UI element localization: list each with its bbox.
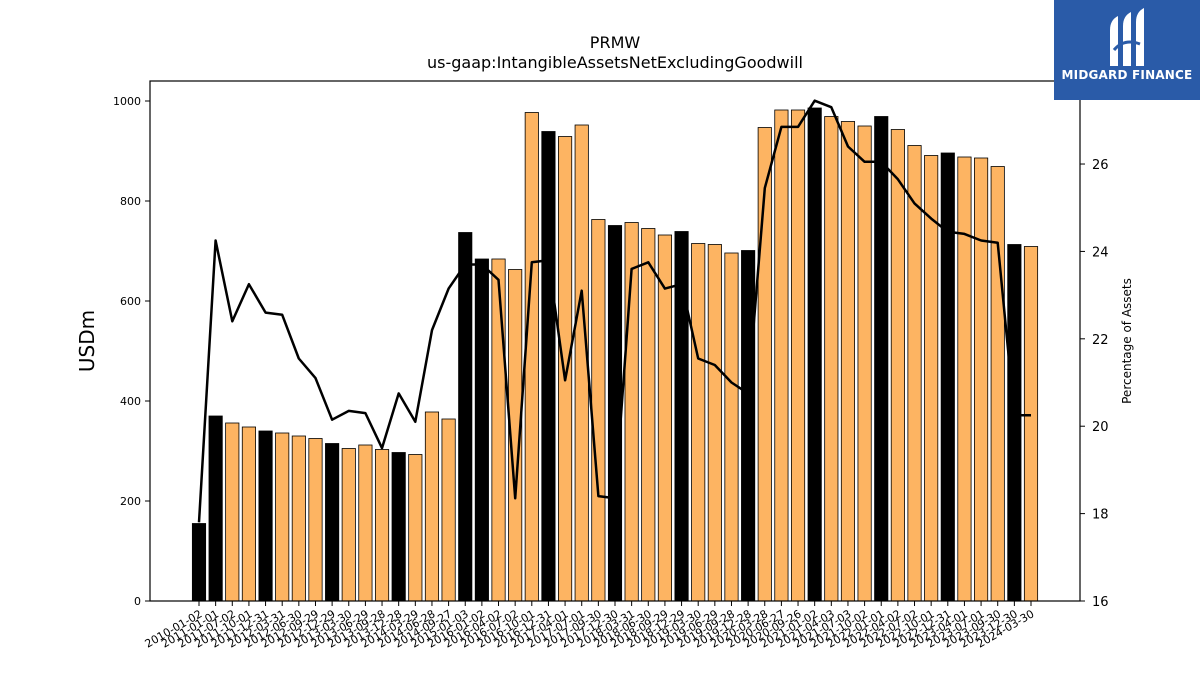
bar [291, 435, 306, 602]
y-axis-label-left: USDm [75, 310, 99, 372]
bar [558, 136, 573, 602]
bar [1023, 246, 1039, 602]
bar [790, 109, 806, 602]
bar [524, 112, 539, 602]
bar [957, 156, 972, 602]
bar-series [191, 107, 1039, 602]
bar [408, 454, 423, 602]
bar [1007, 244, 1022, 602]
bar [990, 166, 1005, 602]
bar [707, 244, 722, 602]
bar [458, 232, 473, 602]
bar [691, 243, 706, 602]
bar [341, 448, 356, 602]
bar [241, 426, 256, 602]
bar [325, 443, 340, 602]
bar [874, 116, 889, 602]
brand-mark-icon [1110, 8, 1144, 66]
bar [641, 228, 656, 602]
percentage-line [197, 99, 1031, 523]
y-axis-left: 0 200 400 600 800 1000 [113, 95, 150, 608]
y-right-tick-label: 24 [1092, 245, 1109, 260]
line-series [197, 99, 1031, 523]
bar [840, 121, 856, 602]
bar [807, 107, 822, 602]
bar [974, 157, 989, 602]
y-right-tick-label: 22 [1092, 333, 1109, 348]
chart-title: PRMW [590, 33, 641, 52]
bar [607, 225, 623, 602]
y-right-tick-label: 26 [1092, 158, 1109, 173]
bar [424, 411, 440, 602]
bar [391, 452, 406, 602]
bar [774, 109, 789, 602]
y-axis-right: 16 18 20 22 24 26 [1080, 158, 1109, 610]
bar [191, 523, 207, 602]
bar [441, 418, 456, 602]
brand-name: MIDGARD FINANCE [1061, 68, 1193, 82]
bar [857, 125, 872, 602]
bar [308, 438, 323, 602]
bar [491, 258, 506, 602]
bar [741, 250, 756, 602]
y-tick-label: 400 [120, 395, 141, 408]
bar [940, 152, 955, 602]
y-tick-label: 0 [134, 595, 141, 608]
y-tick-label: 800 [120, 195, 141, 208]
y-tick-label: 1000 [113, 95, 141, 108]
y-right-tick-label: 20 [1092, 420, 1109, 435]
bar [541, 131, 556, 602]
chart-subtitle: us-gaap:IntangibleAssetsNetExcludingGood… [427, 53, 803, 72]
bar [225, 422, 240, 602]
bar [724, 252, 739, 602]
bar [474, 258, 489, 602]
y-tick-label: 200 [120, 495, 141, 508]
bar [258, 430, 273, 602]
brand-logo: MIDGARD FINANCE [1054, 0, 1200, 100]
bar [374, 449, 390, 602]
bar [890, 129, 905, 602]
y-axis-label-right: Percentage of Assets [1120, 278, 1134, 404]
y-tick-label: 600 [120, 295, 141, 308]
bar [657, 234, 672, 602]
y-right-tick-label: 18 [1092, 508, 1109, 523]
bar [275, 432, 290, 602]
bar [358, 444, 373, 602]
bar [591, 219, 606, 602]
bar [907, 145, 922, 602]
y-right-tick-label: 16 [1092, 595, 1109, 610]
bar [208, 415, 223, 602]
bar [824, 116, 839, 602]
x-axis: 2010-01-022011-01-012011-07-022011-10-01… [143, 601, 1037, 651]
